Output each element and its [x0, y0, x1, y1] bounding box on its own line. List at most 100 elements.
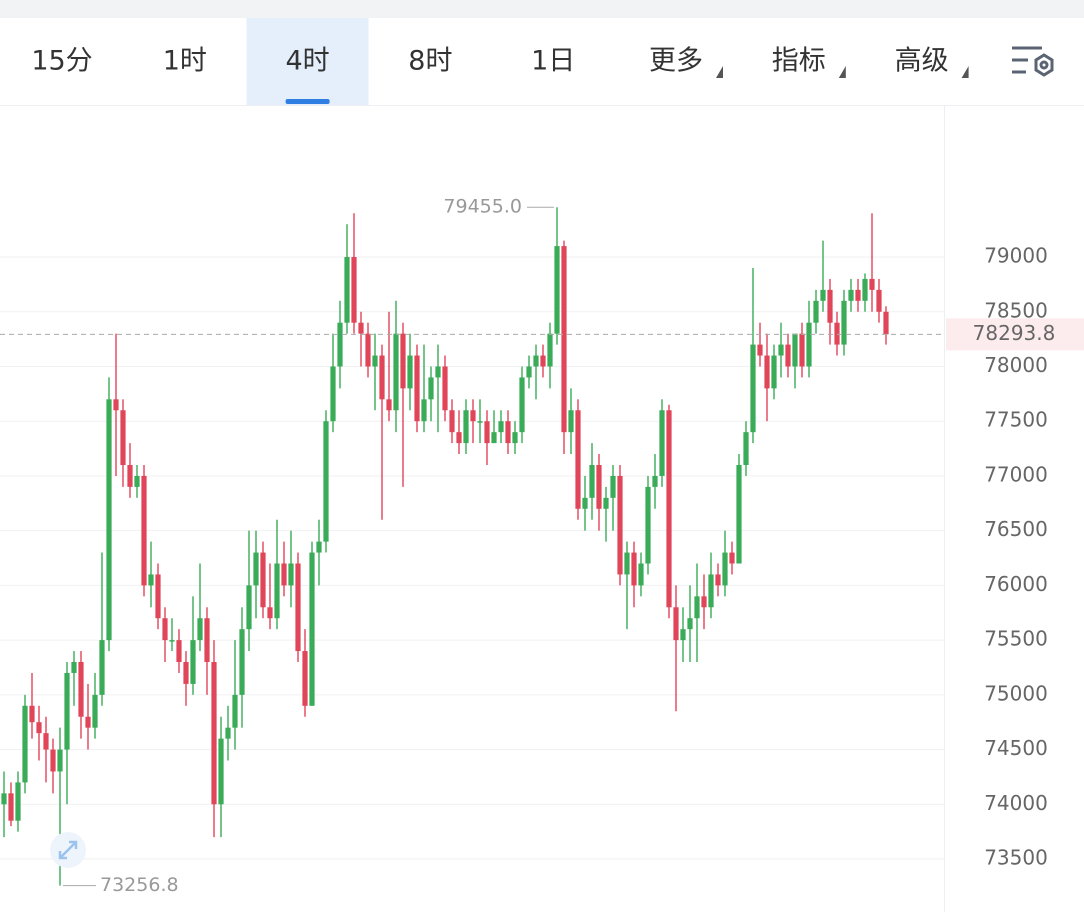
candle-body — [197, 618, 203, 641]
candle-body — [589, 464, 595, 498]
candle-body — [85, 716, 91, 728]
candle-body — [834, 322, 840, 345]
candle-body — [631, 552, 637, 586]
candle-body — [358, 322, 364, 334]
candle-body — [99, 640, 105, 695]
candle-body — [470, 410, 476, 422]
candle-body — [29, 705, 35, 723]
tab[interactable]: 高级 — [895, 46, 949, 77]
dropdown-caret — [716, 66, 723, 78]
y-tick-label: 76000 — [984, 572, 1048, 596]
candle-body — [302, 651, 308, 706]
candle-body — [267, 607, 273, 619]
candle-body — [526, 366, 532, 378]
candle-body — [687, 618, 693, 630]
candle-body — [561, 246, 567, 433]
candle-body — [71, 662, 77, 673]
candle-body — [162, 618, 168, 641]
candle-body — [372, 355, 378, 367]
candle-body — [232, 694, 238, 728]
candle-body — [218, 738, 224, 805]
candle-body — [288, 563, 294, 586]
tab[interactable]: 8时 — [408, 46, 452, 77]
candle-body — [869, 278, 875, 290]
y-tick-label: 74500 — [984, 736, 1048, 760]
candle-body — [176, 640, 182, 663]
candle-body — [15, 782, 21, 821]
candle-body — [400, 333, 406, 389]
candle-body — [841, 300, 847, 345]
candle-body — [673, 607, 679, 641]
candle-body — [876, 289, 882, 312]
y-tick-label: 75000 — [984, 681, 1048, 705]
candle-body — [652, 475, 658, 487]
candle-body — [428, 377, 434, 400]
candle-body — [603, 497, 609, 509]
tab[interactable]: 更多 — [649, 46, 703, 77]
candle-body — [351, 257, 357, 323]
candle-body — [246, 585, 252, 630]
candle-body — [624, 552, 630, 575]
y-tick-label: 76500 — [984, 517, 1048, 541]
candle-body — [337, 322, 343, 367]
y-tick-label: 73500 — [984, 846, 1048, 870]
top-strip — [0, 0, 1084, 18]
tab[interactable]: 4时 — [286, 46, 330, 77]
candle-body — [666, 410, 672, 608]
candle-body — [568, 410, 574, 433]
candle-body — [778, 344, 784, 356]
active-tab-bg — [246, 18, 369, 105]
candle-body — [806, 322, 812, 367]
candle-body — [750, 344, 756, 433]
candle-body — [519, 377, 525, 433]
candle-body — [50, 749, 56, 772]
candle-body — [239, 629, 245, 695]
candle-body — [169, 640, 175, 642]
dropdown-caret — [961, 66, 969, 78]
y-tick-label: 77500 — [984, 408, 1048, 432]
candle-body — [477, 421, 483, 423]
candle-body — [638, 563, 644, 586]
candle-body — [596, 464, 602, 509]
candle-body — [883, 311, 889, 335]
candle-body — [491, 432, 497, 444]
candle-body — [204, 618, 210, 663]
candle-body — [575, 410, 581, 509]
candle-body — [225, 727, 231, 739]
candle-body — [855, 289, 861, 301]
candle-body — [799, 333, 805, 367]
candle-body — [771, 355, 777, 389]
tab[interactable]: 15分 — [31, 46, 92, 77]
candle-body — [484, 421, 490, 444]
settings-icon[interactable] — [1012, 46, 1054, 77]
y-tick-label: 75500 — [984, 627, 1048, 651]
candle-body — [736, 464, 742, 564]
candle-body — [407, 355, 413, 389]
tab[interactable]: 1日 — [531, 46, 575, 77]
candle-body — [106, 399, 112, 641]
candle-body — [813, 300, 819, 323]
candle-body — [729, 552, 735, 564]
candle-body — [379, 355, 385, 400]
candle-body — [764, 355, 770, 389]
candle-body — [701, 596, 707, 608]
candle-body — [617, 475, 623, 575]
candle-body — [253, 552, 259, 586]
active-tab-indicator — [285, 99, 330, 104]
annotation-label: 73256.8 — [100, 874, 179, 896]
tab[interactable]: 指标 — [772, 46, 826, 77]
candle-body — [92, 694, 98, 728]
candle-body — [505, 421, 511, 444]
candle-body — [393, 333, 399, 411]
candle-body — [498, 421, 504, 433]
candle-body — [260, 552, 266, 608]
candle-body — [365, 333, 371, 367]
tab[interactable]: 1时 — [163, 46, 207, 77]
candle-body — [680, 629, 686, 641]
expand-icon[interactable] — [50, 832, 86, 868]
candle-body — [827, 289, 833, 323]
y-tick-label: 79000 — [984, 244, 1048, 268]
candle-body — [848, 289, 854, 301]
candle-body — [22, 705, 28, 783]
